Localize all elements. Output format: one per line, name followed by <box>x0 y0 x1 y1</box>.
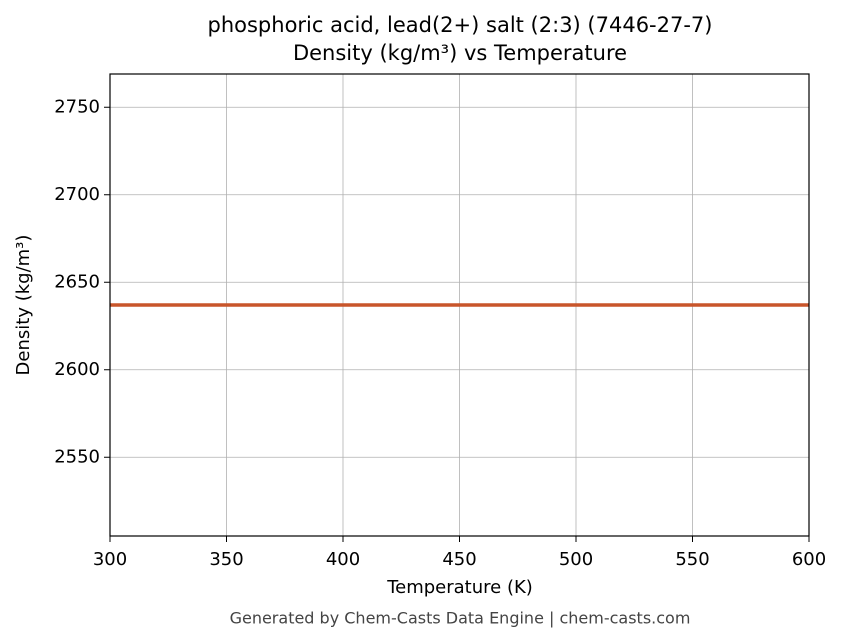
x-tick-label: 350 <box>209 549 243 570</box>
x-tick-label: 450 <box>442 549 476 570</box>
y-tick-label: 2700 <box>54 184 100 205</box>
footer: Generated by Chem-Casts Data Engine | ch… <box>230 609 691 628</box>
y-axis-label: Density (kg/m³) <box>13 235 34 376</box>
chart-subtitle: Density (kg/m³) vs Temperature <box>293 41 627 65</box>
x-tick-label: 600 <box>792 549 826 570</box>
chart-title: phosphoric acid, lead(2+) salt (2:3) (74… <box>208 13 713 37</box>
x-tick-label: 400 <box>326 549 360 570</box>
x-tick-label: 300 <box>93 549 127 570</box>
plot-frame <box>109 73 810 537</box>
x-tick-label: 550 <box>675 549 709 570</box>
x-tick-label: 500 <box>559 549 593 570</box>
y-tick-label: 2650 <box>54 271 100 292</box>
y-tick-label: 2550 <box>54 446 100 467</box>
x-axis-label: Temperature (K) <box>386 577 533 598</box>
y-tick-label: 2750 <box>54 96 100 117</box>
y-tick-label: 2600 <box>54 359 100 380</box>
